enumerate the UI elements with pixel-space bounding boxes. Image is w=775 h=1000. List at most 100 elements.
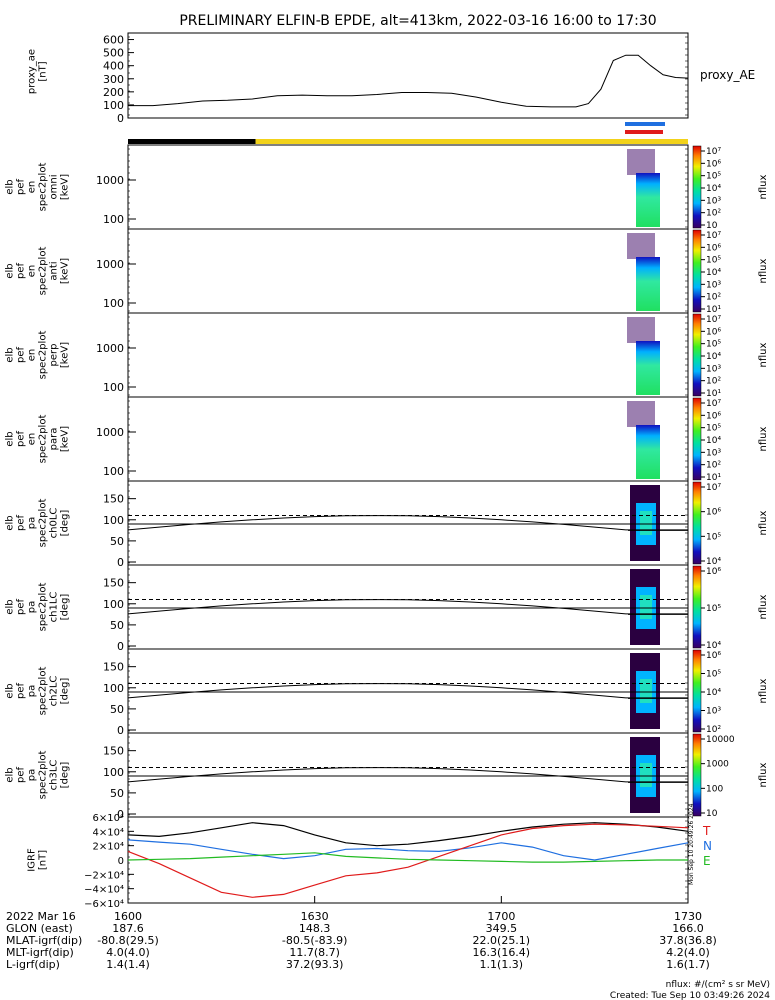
panel-ylabel-line: elb xyxy=(5,347,16,362)
panel-ylabel-line: elb xyxy=(5,515,16,530)
colorbar-tick-label: 10⁷ xyxy=(706,483,721,493)
panel-ylabel-line: elb xyxy=(5,599,16,614)
colorbar-tick-label: 10⁶ xyxy=(706,327,721,337)
colorbar-tick-label: 10⁷ xyxy=(706,315,721,325)
x-row-label: L-igrf(dip) xyxy=(6,958,60,971)
indicator-segment xyxy=(255,139,689,144)
colorbar-tick-label: 10² xyxy=(706,725,721,735)
pa-spectrum-peak xyxy=(640,679,652,703)
igrf-series-N xyxy=(127,839,689,861)
panel-ylabel: elb pef en spec2plot perp [keV] xyxy=(5,331,71,380)
colorbar-tick-label: 10⁴ xyxy=(706,557,721,567)
panel-frame xyxy=(127,396,689,482)
pa-losscone-curve xyxy=(127,683,688,699)
colorbar-strip xyxy=(692,313,702,397)
panel-ylabel-line: pa xyxy=(27,517,38,529)
colorbar: 10¹ 10² 10³ 10⁴ 10⁵ 10⁶ 10⁷ nflux xyxy=(692,229,769,315)
panel-ylabel-line: ch0LC xyxy=(49,508,60,539)
colorbar-tick-label: 10⁶ xyxy=(706,159,721,169)
colorbar-strip xyxy=(692,649,702,733)
pa-losscone-curve xyxy=(127,515,688,531)
panel-ylabel-line: spec2plot xyxy=(38,163,49,212)
panel-ylabel: elb pef pa spec2plot ch2LC [deg] xyxy=(5,667,71,716)
plot-title: PRELIMINARY ELFIN-B EPDE, alt=413km, 202… xyxy=(179,13,656,29)
panel-frame xyxy=(127,144,689,230)
colorbar-strip xyxy=(692,565,702,649)
panel-ytick-label: 100 xyxy=(103,381,124,394)
panel-ylabel-line: [deg] xyxy=(60,594,71,621)
pa-spectrum-peak xyxy=(640,511,652,535)
panel-ytick-label: 100 xyxy=(103,598,124,611)
colorbar-strip xyxy=(692,397,702,481)
panel-ylabel-line: spec2plot xyxy=(38,499,49,548)
footer-units: nflux: #/(cm² s sr MeV) xyxy=(666,980,770,990)
igrf-legend-letter: E xyxy=(703,854,711,868)
ae-ytick-label: 300 xyxy=(103,73,124,86)
x-row-value: 11.7(8.7) xyxy=(289,946,340,959)
colorbar-label: nflux xyxy=(758,426,769,451)
panel-ytick-label: 100 xyxy=(103,766,124,779)
ae-legend: proxy_AE xyxy=(700,68,755,82)
colorbar-tick-label: 10⁵ xyxy=(706,256,721,266)
igrf-series-T xyxy=(127,822,689,847)
panel-ytick-label: 150 xyxy=(103,661,124,674)
panel-ylabel-line: perp xyxy=(49,344,60,367)
spectrum-spot xyxy=(636,341,660,395)
panel-ylabel-line: [keV] xyxy=(60,426,71,452)
x-row-value: 349.5 xyxy=(486,922,518,935)
colorbar-label: nflux xyxy=(758,342,769,367)
colorbar-tick-label: 10³ xyxy=(706,448,721,458)
panel-ytick-label: 50 xyxy=(110,535,124,548)
panel-ylabel-line: ch2LC xyxy=(49,676,60,707)
colorbar-tick-label: 10⁵ xyxy=(706,340,721,350)
panel-ylabel-line: pef xyxy=(16,515,27,532)
panel-ytick-label: 100 xyxy=(103,465,124,478)
panel-ylabel-line: spec2plot xyxy=(38,331,49,380)
panel-ylabel-line: pef xyxy=(16,179,27,196)
pa-losscone-curve xyxy=(127,599,688,615)
panel-ylabel: elb pef en spec2plot omni [keV] xyxy=(5,163,71,212)
colorbar-tick-label: 100 xyxy=(706,784,723,794)
igrf-series-E xyxy=(127,852,688,863)
panel-ylabel-line: [deg] xyxy=(60,510,71,537)
panel-ylabel-line: en xyxy=(27,181,38,194)
panel-ylabel-line: pef xyxy=(16,683,27,700)
panel-ytick-label: 100 xyxy=(103,514,124,527)
panel-ylabel-line: omni xyxy=(49,175,60,200)
colorbar-tick-label: 10⁴ xyxy=(706,436,721,446)
colorbar-tick-label: 10⁵ xyxy=(706,604,721,614)
colorbar-tick-label: 10² xyxy=(706,209,721,219)
panel-ylabel: elb pef pa spec2plot ch1LC [deg] xyxy=(5,583,71,632)
panel-ylabel-line: [keV] xyxy=(60,342,71,368)
panel-ylabel-line: elb xyxy=(5,263,16,278)
igrf-legend-letter: T xyxy=(702,824,711,838)
x-row-value: 1730 xyxy=(674,910,702,923)
ae-ylabel-line: [nT] xyxy=(38,61,49,81)
colorbar-tick-label: 10¹ xyxy=(706,473,721,483)
panel-ylabel-line: en xyxy=(27,265,38,278)
x-axis-labels: 2022 Mar 16 1600 1630 1700 1730 GLON (east) 18… xyxy=(6,896,717,971)
panel-ylabel-line: para xyxy=(49,428,60,451)
colorbar-tick-label: 10² xyxy=(706,293,721,303)
colorbar-label: nflux xyxy=(758,510,769,535)
panel-ylabel-line: spec2plot xyxy=(38,667,49,716)
colorbar: 10¹ 10² 10³ 10⁴ 10⁵ 10⁶ 10⁷ nflux xyxy=(692,397,769,483)
colorbar: 10⁴ 10⁵ 10⁶ nflux xyxy=(692,565,769,651)
colorbar-tick-label: 10⁶ xyxy=(706,243,721,253)
colorbar-tick-label: 10⁴ xyxy=(706,352,721,362)
spectrum-spot xyxy=(636,257,660,311)
x-row-value: 22.0(25.1) xyxy=(473,934,531,947)
x-row-label: 2022 Mar 16 xyxy=(6,910,76,923)
pa-losscone-curve xyxy=(127,767,688,783)
panel-ylabel-line: elb xyxy=(5,431,16,446)
panel-ylabel-line: [deg] xyxy=(60,678,71,705)
x-row-value: 4.0(4.0) xyxy=(106,946,150,959)
x-row-value: -80.8(29.5) xyxy=(97,934,159,947)
spectrum-spot xyxy=(636,425,660,479)
ae-ytick-label: 0 xyxy=(117,112,124,125)
panel-ylabel-line: elb xyxy=(5,179,16,194)
colorbar: 10¹ 10² 10³ 10⁴ 10⁵ 10⁶ 10⁷ nflux xyxy=(692,313,769,399)
region-indicator-bar xyxy=(128,139,689,144)
colorbar-tick-label: 10⁶ xyxy=(706,411,721,421)
